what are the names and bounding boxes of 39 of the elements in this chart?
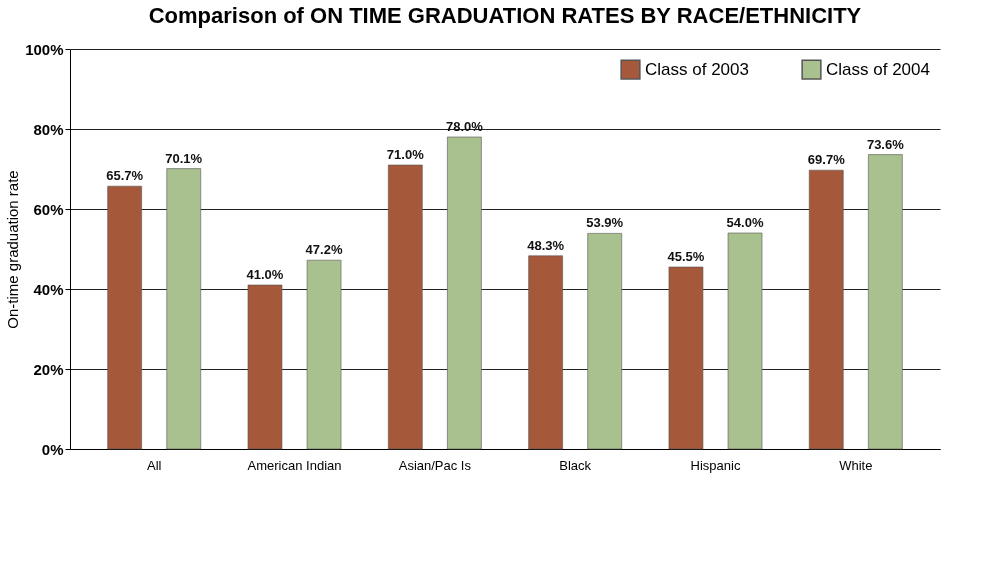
- x-tick-label: Hispanic: [690, 457, 741, 473]
- legend-label: Class of 2004: [826, 59, 930, 79]
- y-tick-label: 80%: [33, 120, 64, 138]
- data-label: 53.9%: [586, 215, 624, 231]
- y-tick-label: 60%: [33, 200, 64, 218]
- data-label: 54.0%: [726, 215, 764, 230]
- bar: [107, 185, 142, 450]
- y-tick-label: 0%: [41, 440, 64, 458]
- x-tick-label: All: [146, 457, 162, 473]
- data-label: 70.1%: [165, 150, 203, 166]
- bar: [528, 255, 563, 450]
- legend-label: Class of 2003: [645, 59, 749, 79]
- y-tick-label: 100%: [25, 40, 64, 58]
- x-tick-label: White: [839, 457, 873, 473]
- bar: [447, 136, 482, 450]
- bar: [808, 169, 844, 450]
- bar: [727, 232, 763, 450]
- bar: [247, 284, 283, 450]
- bar: [668, 266, 704, 450]
- data-label: 41.0%: [246, 267, 284, 282]
- data-label: 69.7%: [807, 152, 846, 168]
- bar: [587, 233, 622, 450]
- y-axis-title: On-time graduation rate: [4, 170, 22, 329]
- data-label: 73.6%: [866, 136, 905, 152]
- x-tick-label: Black: [559, 457, 592, 473]
- data-label: 71.0%: [386, 147, 425, 162]
- bar: [306, 259, 342, 450]
- chart-title: Comparison of ON TIME GRADUATION RATES BY RACE/ETHNICITY: [148, 3, 862, 28]
- data-label: 47.2%: [305, 242, 343, 258]
- data-label: 65.7%: [106, 168, 144, 184]
- bar: [868, 154, 903, 450]
- bar: [388, 164, 423, 450]
- y-tick-label: 40%: [33, 280, 64, 298]
- data-label: 48.3%: [527, 237, 565, 253]
- y-tick-label: 20%: [33, 360, 64, 378]
- x-tick-label: Asian/Pac Is: [398, 457, 472, 473]
- x-tick-label: American Indian: [247, 457, 342, 473]
- data-label: 45.5%: [667, 249, 705, 264]
- bar: [166, 168, 202, 450]
